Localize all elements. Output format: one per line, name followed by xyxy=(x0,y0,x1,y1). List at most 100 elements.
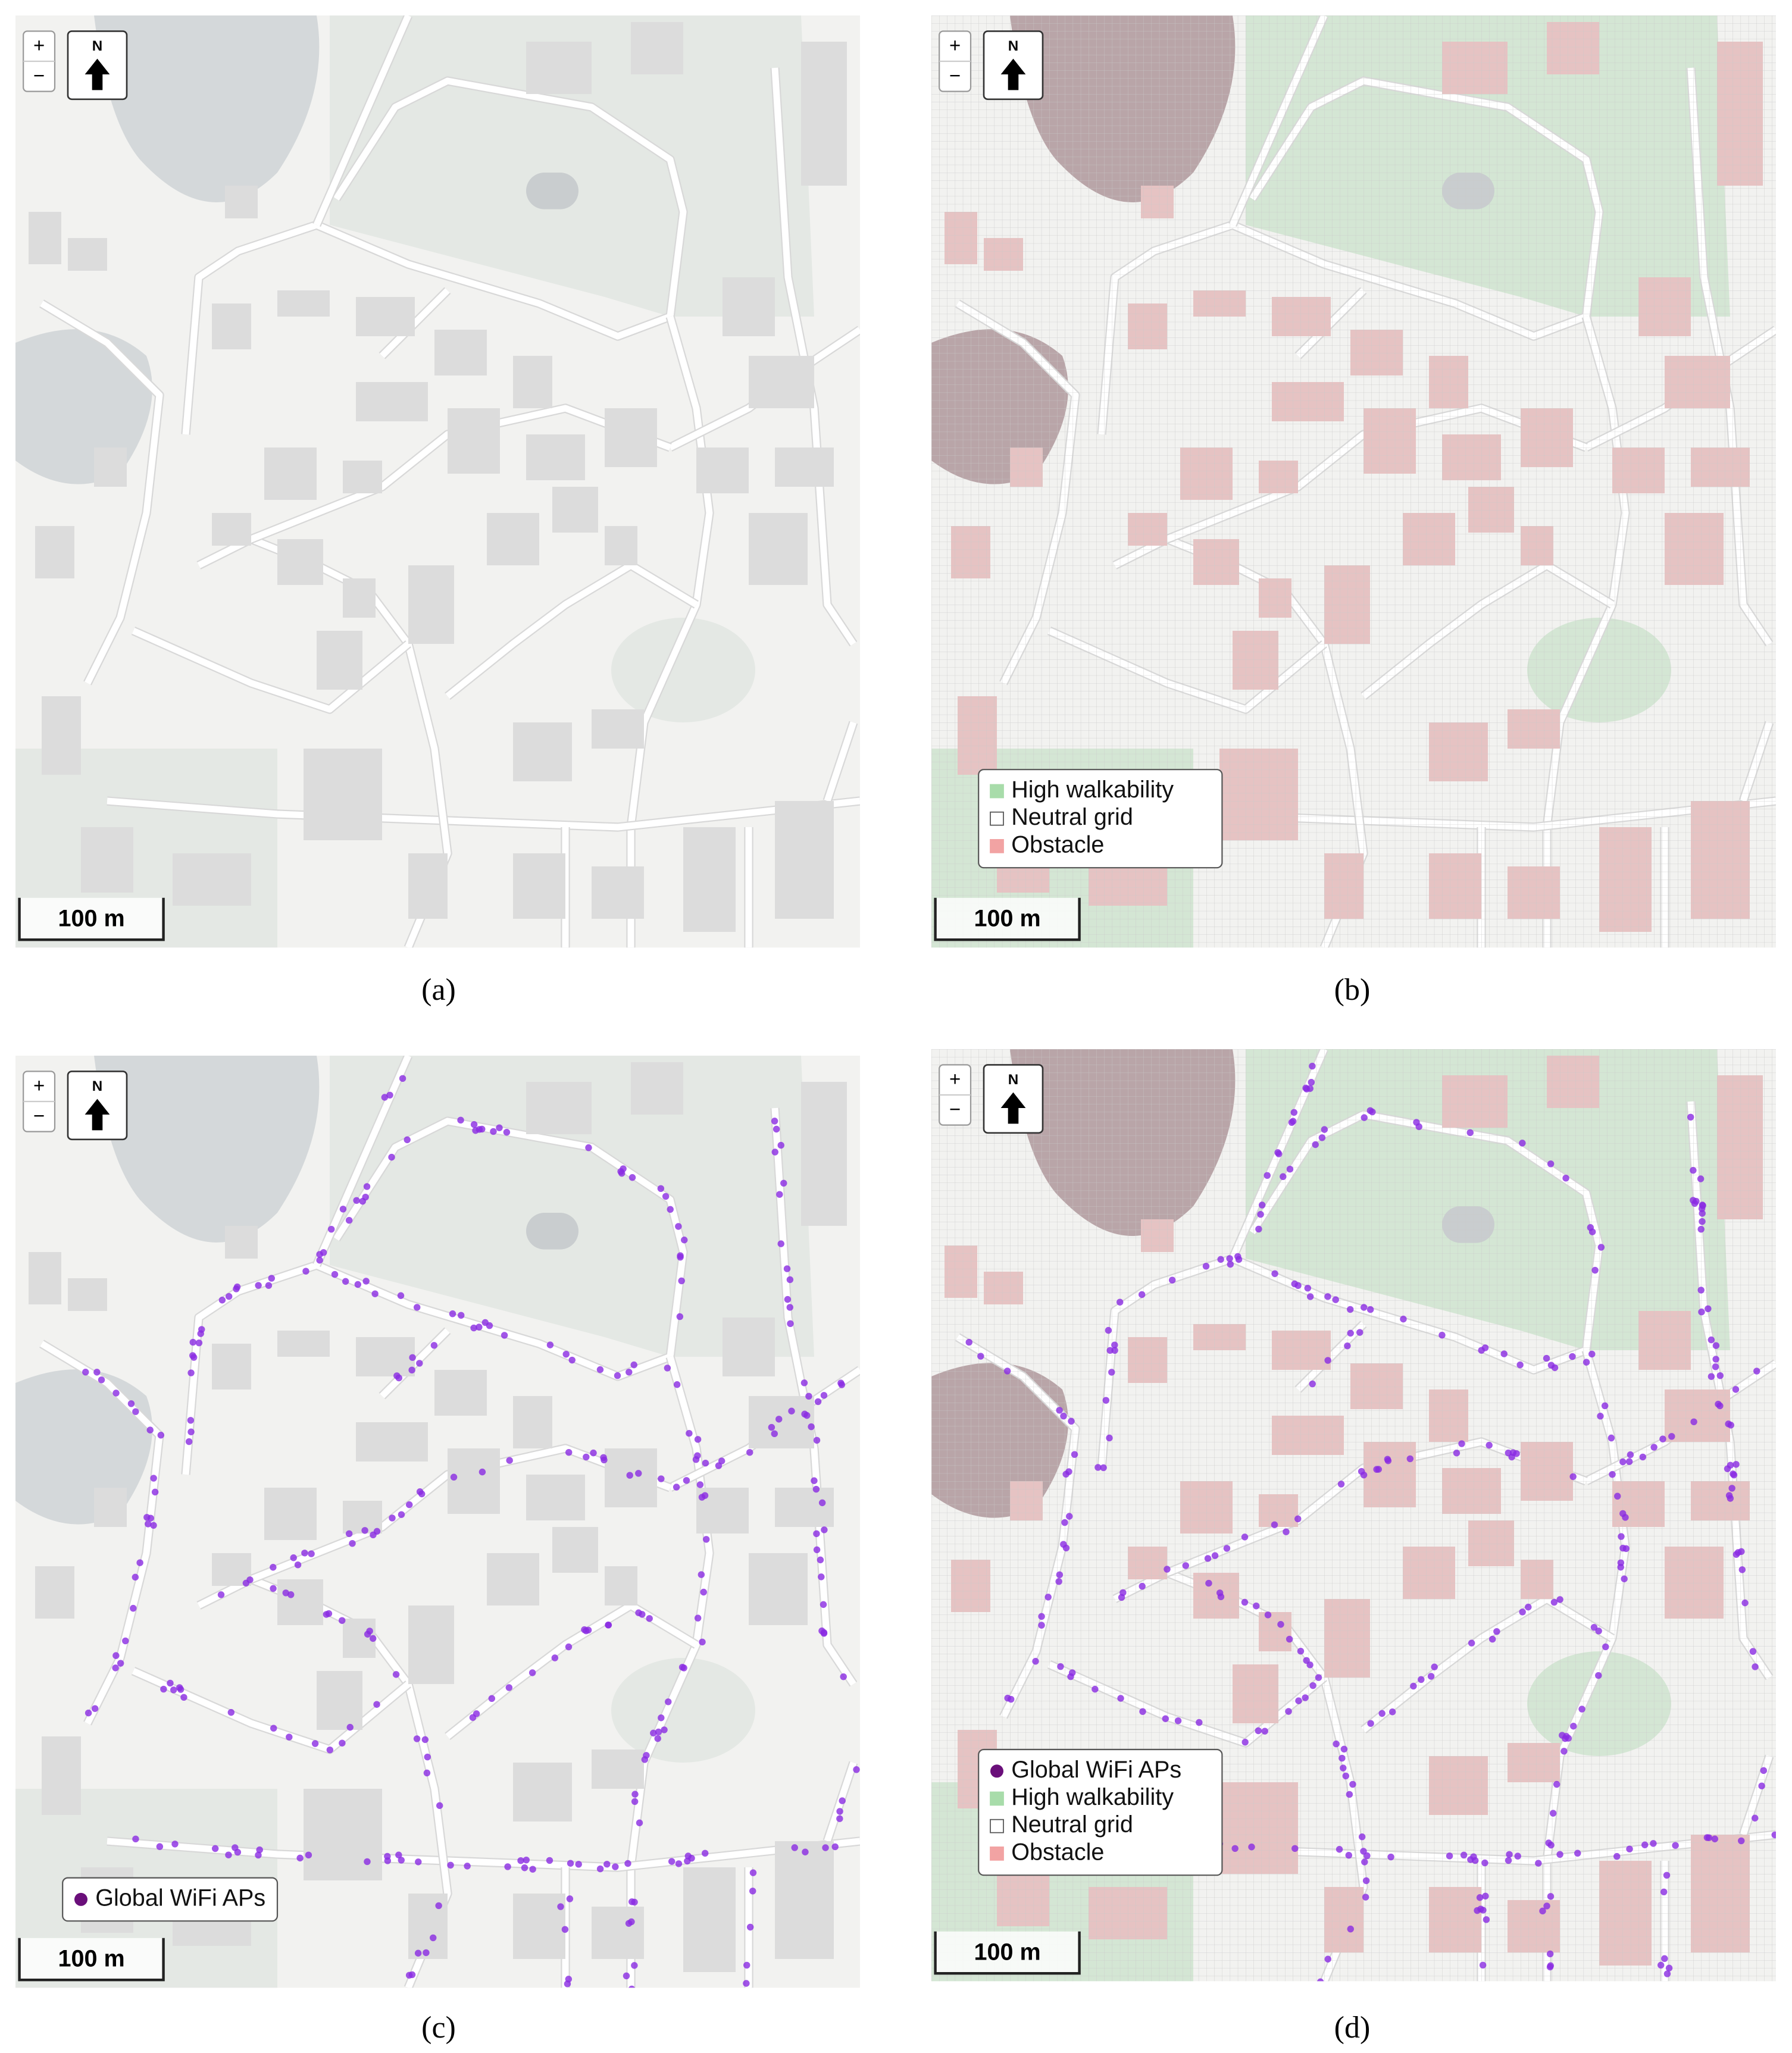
wifi-ap xyxy=(256,1846,263,1854)
wifi-ap xyxy=(1760,1767,1768,1775)
scale-label: 100 m xyxy=(974,1939,1040,1966)
wifi-ap xyxy=(225,1851,232,1858)
wifi-ap xyxy=(342,1278,349,1285)
zoom-out[interactable]: − xyxy=(33,64,45,86)
wifi-ap xyxy=(363,1183,371,1190)
wifi-ap xyxy=(1619,1458,1627,1466)
wifi-ap xyxy=(813,1437,821,1444)
building xyxy=(749,513,808,585)
map-panel: + − N 100 m Global WiFi APs xyxy=(15,1056,861,1988)
wifi-ap xyxy=(1569,1353,1576,1360)
wifi-ap xyxy=(421,1736,429,1744)
wifi-ap xyxy=(1102,1397,1110,1404)
wifi-ap xyxy=(566,1895,574,1902)
wifi-ap xyxy=(408,1971,416,1979)
north-arrow xyxy=(1000,58,1026,90)
wifi-ap xyxy=(1241,1598,1249,1606)
wifi-ap xyxy=(1732,1461,1740,1468)
wifi-ap xyxy=(1698,1308,1705,1316)
wifi-ap xyxy=(1545,1839,1552,1847)
wifi-ap xyxy=(1342,1772,1350,1780)
wifi-ap xyxy=(1100,1464,1107,1472)
wifi-ap xyxy=(1627,1451,1634,1459)
wifi-ap xyxy=(546,1857,553,1864)
zoom-out[interactable]: − xyxy=(33,1104,45,1126)
building xyxy=(42,1736,81,1815)
building xyxy=(552,487,598,533)
wifi-ap xyxy=(1044,1594,1052,1601)
wifi-ap xyxy=(1231,1845,1239,1852)
wifi-ap xyxy=(1255,1727,1262,1735)
wifi-ap xyxy=(1493,1628,1500,1635)
building xyxy=(592,1750,644,1789)
building xyxy=(513,853,565,919)
zoom-in[interactable]: + xyxy=(949,35,961,57)
wifi-ap xyxy=(302,1268,309,1275)
wifi-ap xyxy=(132,1573,139,1581)
wifi-ap xyxy=(699,1638,706,1646)
wifi-ap xyxy=(636,1819,643,1826)
wifi-ap xyxy=(1111,1341,1118,1348)
wifi-ap xyxy=(1056,1407,1063,1414)
wifi-ap xyxy=(551,1654,559,1661)
building xyxy=(35,526,74,578)
zoom-in[interactable]: + xyxy=(33,35,45,57)
wifi-ap xyxy=(1703,1834,1711,1841)
wifi-ap xyxy=(1304,1284,1312,1292)
wifi-ap xyxy=(122,1637,129,1645)
zoom-out[interactable]: − xyxy=(949,1098,961,1120)
legend-swatch xyxy=(990,1847,1004,1861)
building xyxy=(35,1566,74,1619)
wifi-ap xyxy=(395,1851,402,1858)
zoom-out[interactable]: − xyxy=(949,64,961,86)
wifi-ap xyxy=(562,1351,570,1358)
legend-label: Neutral grid xyxy=(1011,1811,1133,1838)
wifi-ap xyxy=(1483,1916,1490,1923)
building xyxy=(277,539,323,585)
wifi-ap xyxy=(323,1611,330,1618)
wifi-ap xyxy=(1369,1108,1376,1116)
wifi-ap xyxy=(1174,1717,1182,1725)
wifi-ap xyxy=(1285,1708,1292,1715)
wifi-ap xyxy=(316,1251,323,1258)
wifi-ap xyxy=(528,1669,536,1676)
wifi-ap xyxy=(187,1369,195,1376)
wifi-ap xyxy=(479,1468,486,1476)
wifi-ap xyxy=(743,1961,750,1969)
wifi-ap xyxy=(1264,1611,1272,1619)
building xyxy=(775,1841,834,1959)
building xyxy=(526,1475,585,1520)
wifi-ap xyxy=(836,1808,843,1815)
wifi-ap xyxy=(472,1127,479,1134)
wifi-ap xyxy=(623,1972,630,1980)
scale-box xyxy=(935,1931,1080,1974)
wifi-ap xyxy=(698,1571,705,1578)
wifi-ap xyxy=(1306,1085,1313,1092)
wifi-ap xyxy=(775,1416,783,1423)
building xyxy=(749,356,814,408)
wifi-ap xyxy=(1347,1925,1354,1933)
legend-box xyxy=(978,769,1223,869)
wifi-ap xyxy=(1619,1544,1627,1552)
wifi-ap xyxy=(1697,1175,1705,1182)
wifi-ap xyxy=(171,1841,179,1848)
wifi-ap xyxy=(668,1858,675,1865)
zoom-in[interactable]: + xyxy=(33,1075,45,1097)
road xyxy=(40,301,163,685)
wifi-ap xyxy=(1032,1658,1039,1665)
wifi-ap xyxy=(232,1844,239,1851)
wifi-ap xyxy=(812,1485,820,1493)
wifi-ap xyxy=(1716,1372,1724,1379)
map xyxy=(15,15,861,948)
zoom-in[interactable]: + xyxy=(949,1068,961,1090)
wifi-ap xyxy=(1625,1458,1633,1465)
wifi-ap xyxy=(490,1128,497,1135)
wifi-ap xyxy=(1687,1113,1694,1121)
wifi-ap xyxy=(1373,1466,1380,1473)
wifi-ap xyxy=(1400,1315,1407,1323)
wifi-ap xyxy=(423,1769,431,1777)
building xyxy=(277,1331,330,1357)
wifi-ap xyxy=(1366,1306,1374,1313)
wifi-ap xyxy=(1055,1578,1062,1585)
wifi-ap xyxy=(1590,1623,1598,1631)
